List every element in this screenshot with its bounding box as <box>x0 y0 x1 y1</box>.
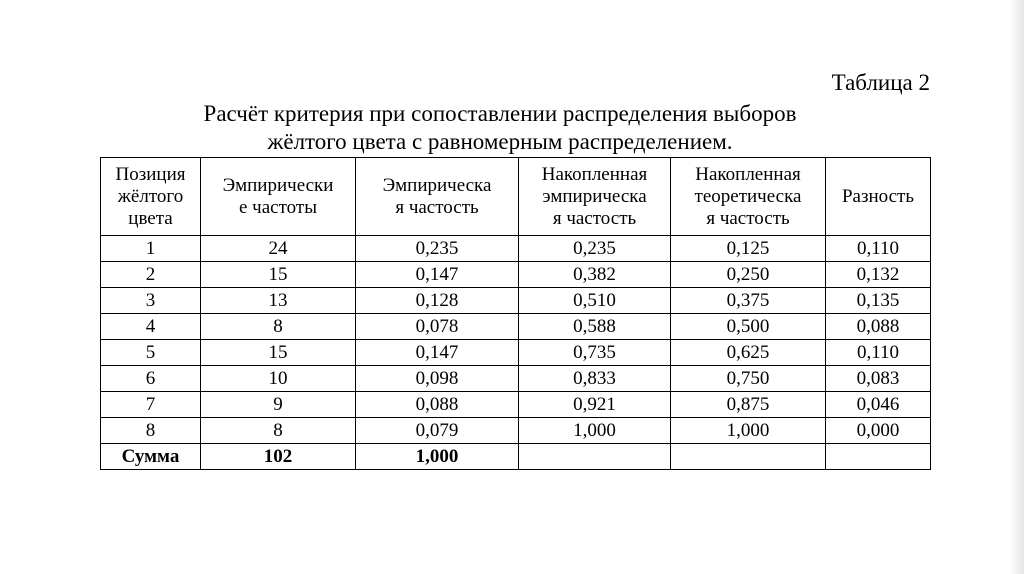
table-cell: 0,750 <box>670 365 826 392</box>
table-cell: 0,588 <box>518 313 671 340</box>
table-row: 8 8 0,079 1,000 1,000 0,000 <box>100 417 931 444</box>
table-row: 4 8 0,078 0,588 0,500 0,088 <box>100 313 931 340</box>
table-row: 7 9 0,088 0,921 0,875 0,046 <box>100 391 931 418</box>
empty-cell <box>825 443 931 470</box>
table-cell: 0,510 <box>518 287 671 314</box>
table-cell: 0,088 <box>825 313 931 340</box>
title-line: жёлтого цвета с равномерным распределени… <box>267 129 733 154</box>
data-table: Позиция жёлтого цвета Эмпирически е частоты Э… <box>100 157 931 470</box>
header-line: Накопленная <box>541 163 648 185</box>
total-row: Сумма 102 1,000 <box>100 443 931 470</box>
table-cell: 0,735 <box>518 339 671 366</box>
table-cell: 0,147 <box>355 261 519 288</box>
table-cell: 0,132 <box>825 261 931 288</box>
table-cell: 0,375 <box>670 287 826 314</box>
table-cell: 0,833 <box>518 365 671 392</box>
table-label: Таблица 2 <box>831 70 930 95</box>
title-line: Расчёт критерия при сопоставлении распре… <box>203 101 797 126</box>
empty-cell <box>670 443 826 470</box>
header-line: е частоты <box>239 196 317 218</box>
slide-edge <box>1010 0 1024 574</box>
header-line: эмпирическа <box>542 185 647 207</box>
table-cell: 0,128 <box>355 287 519 314</box>
table-cell: 15 <box>200 261 356 288</box>
table-cell: 8 <box>100 417 201 444</box>
table-title: Расчёт критерия при сопоставлении распре… <box>100 100 900 156</box>
table-cell: 0,110 <box>825 235 931 262</box>
table-cell: 8 <box>200 313 356 340</box>
header-line: Позиция <box>115 163 186 185</box>
table-cell: 13 <box>200 287 356 314</box>
total-cell: Сумма <box>100 443 201 470</box>
table-cell: 0,625 <box>670 339 826 366</box>
header-line: Разность <box>841 185 915 207</box>
total-cell: 1,000 <box>355 443 519 470</box>
header-line: цвета <box>128 207 173 229</box>
table-cell: 0,250 <box>670 261 826 288</box>
header-line: жёлтого <box>117 185 184 207</box>
header-line: Накопленная <box>695 163 801 185</box>
table-cell: 8 <box>200 417 356 444</box>
table-row: 2 15 0,147 0,382 0,250 0,132 <box>100 261 931 288</box>
table-cell: 3 <box>100 287 201 314</box>
table-cell: 0,098 <box>355 365 519 392</box>
table-cell: 0,382 <box>518 261 671 288</box>
table-cell: 7 <box>100 391 201 418</box>
table-cell: 0,110 <box>825 339 931 366</box>
header-line: Эмпирически <box>222 174 334 196</box>
table-cell: 0,078 <box>355 313 519 340</box>
table-cell: 0,147 <box>355 339 519 366</box>
table-cell: 0,088 <box>355 391 519 418</box>
table-row: 1 24 0,235 0,235 0,125 0,110 <box>100 235 931 262</box>
header-row: Позиция жёлтого цвета Эмпирически е частоты Э… <box>100 157 931 236</box>
table-body: 1 24 0,235 0,235 0,125 0,110 2 15 0,147 0,382 0,25… <box>100 235 931 470</box>
table-row: 5 15 0,147 0,735 0,625 0,110 <box>100 339 931 366</box>
table-cell: 1 <box>100 235 201 262</box>
table-cell: 0,235 <box>518 235 671 262</box>
header-line: я частость <box>706 207 790 229</box>
table-cell: 0,125 <box>670 235 826 262</box>
table-row: 3 13 0,128 0,510 0,375 0,135 <box>100 287 931 314</box>
table-cell: 0,235 <box>355 235 519 262</box>
header-cell: Накопленная эмпирическа я частость <box>518 157 671 236</box>
header-line: я частость <box>395 196 479 218</box>
table-cell: 0,046 <box>825 391 931 418</box>
table-cell: 0,875 <box>670 391 826 418</box>
table-cell: 0,921 <box>518 391 671 418</box>
header-line: теоретическа <box>694 185 802 207</box>
header-cell: Эмпирическа я частость <box>355 157 519 236</box>
table-cell: 1,000 <box>670 417 826 444</box>
header-cell: Эмпирически е частоты <box>200 157 356 236</box>
table-cell: 5 <box>100 339 201 366</box>
table-cell: 15 <box>200 339 356 366</box>
table-cell: 6 <box>100 365 201 392</box>
table-cell: 0,135 <box>825 287 931 314</box>
header-line: я частость <box>552 207 637 229</box>
table-cell: 9 <box>200 391 356 418</box>
table-cell: 4 <box>100 313 201 340</box>
table-cell: 0,500 <box>670 313 826 340</box>
table-cell: 2 <box>100 261 201 288</box>
header-cell: Разность <box>825 157 931 236</box>
table-cell: 10 <box>200 365 356 392</box>
table-cell: 1,000 <box>518 417 671 444</box>
total-cell: 102 <box>200 443 356 470</box>
header-cell: Позиция жёлтого цвета <box>100 157 201 236</box>
table-row: 6 10 0,098 0,833 0,750 0,083 <box>100 365 931 392</box>
table-cell: 0,000 <box>825 417 931 444</box>
table-cell: 0,079 <box>355 417 519 444</box>
table-cell: 24 <box>200 235 356 262</box>
header-cell: Накопленная теоретическа я частость <box>670 157 826 236</box>
header-line: Эмпирическа <box>382 174 492 196</box>
table-cell: 0,083 <box>825 365 931 392</box>
empty-cell <box>518 443 671 470</box>
